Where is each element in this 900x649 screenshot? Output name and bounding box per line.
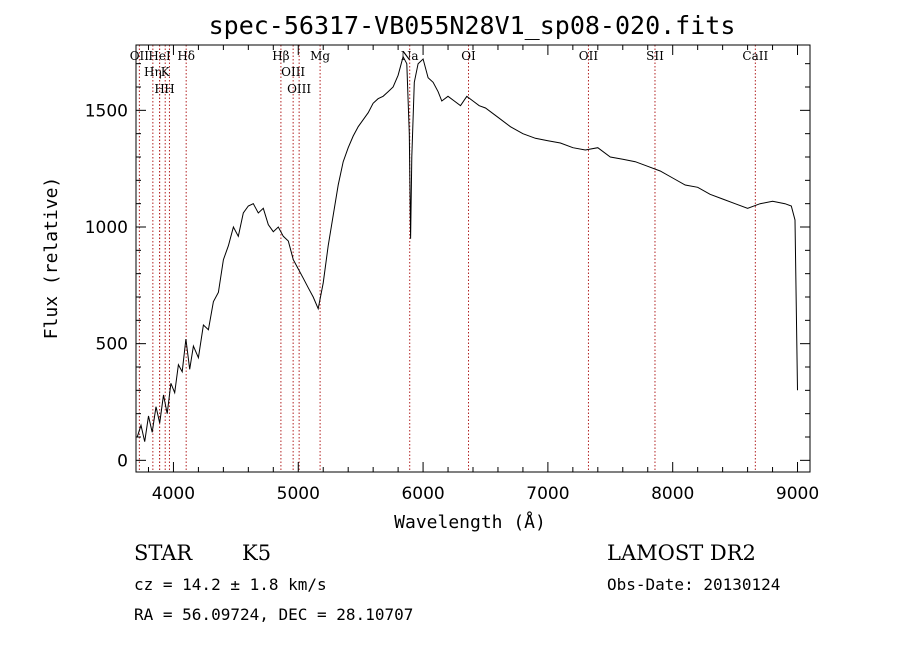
x-axis-label: Wavelength (Å) [394, 511, 546, 533]
spectral-line-label: Na [401, 49, 419, 63]
spectral-line-label: Hδ [177, 49, 195, 63]
survey-label: LAMOST DR2 [607, 541, 756, 565]
spectral-line-label: SII [646, 49, 664, 63]
x-tick-label: 6000 [401, 484, 444, 504]
star-subclass-label: K5 [242, 541, 271, 565]
series-line [136, 55, 798, 442]
spectral-line-label: H [164, 82, 174, 96]
y-tick-label: 1000 [85, 218, 128, 238]
spectral-line-label: OI [461, 49, 476, 63]
x-tick-label: 7000 [526, 484, 569, 504]
spectral-line-label: Mg [310, 49, 330, 63]
x-tick-label: 9000 [776, 484, 819, 504]
redshift-label: cz = 14.2 ± 1.8 km/s [134, 575, 327, 594]
x-tick-label: 5000 [277, 484, 320, 504]
spectral-line-label: OII [130, 49, 150, 63]
obs-date-label: Obs-Date: 20130124 [607, 575, 780, 594]
x-tick-label: 4000 [152, 484, 195, 504]
y-tick-label: 1500 [85, 101, 128, 121]
coordinates-label: RA = 56.09724, DEC = 28.10707 [134, 605, 413, 624]
spectral-line-label: Hβ [272, 49, 289, 63]
plot-frame [135, 44, 811, 473]
chart-title: spec-56317-VB055N28V1_sp08-020.fits [209, 11, 736, 40]
y-tick-label: 500 [96, 335, 128, 355]
spectral-line-label: OIII [281, 65, 305, 79]
y-axis-label: Flux (relative) [41, 177, 62, 340]
spectral-line-label: H [154, 82, 164, 96]
star-class-label: STAR [134, 541, 193, 565]
series-group [136, 55, 798, 442]
spectral-line-label: OII [579, 49, 599, 63]
spectral-line-label: K [161, 65, 171, 79]
y-tick-label: 0 [117, 451, 128, 471]
spectral-line-label: CaII [742, 49, 768, 63]
spectral-line-label: Hη [144, 65, 162, 79]
spectral-line-label: OIII [287, 82, 311, 96]
axis-ticks-group: 4000 5000 6000 7000 8000 9000 0 500 1000 1500 [85, 45, 819, 504]
spectral-line-label: HeI [148, 49, 171, 63]
x-tick-label: 8000 [651, 484, 694, 504]
